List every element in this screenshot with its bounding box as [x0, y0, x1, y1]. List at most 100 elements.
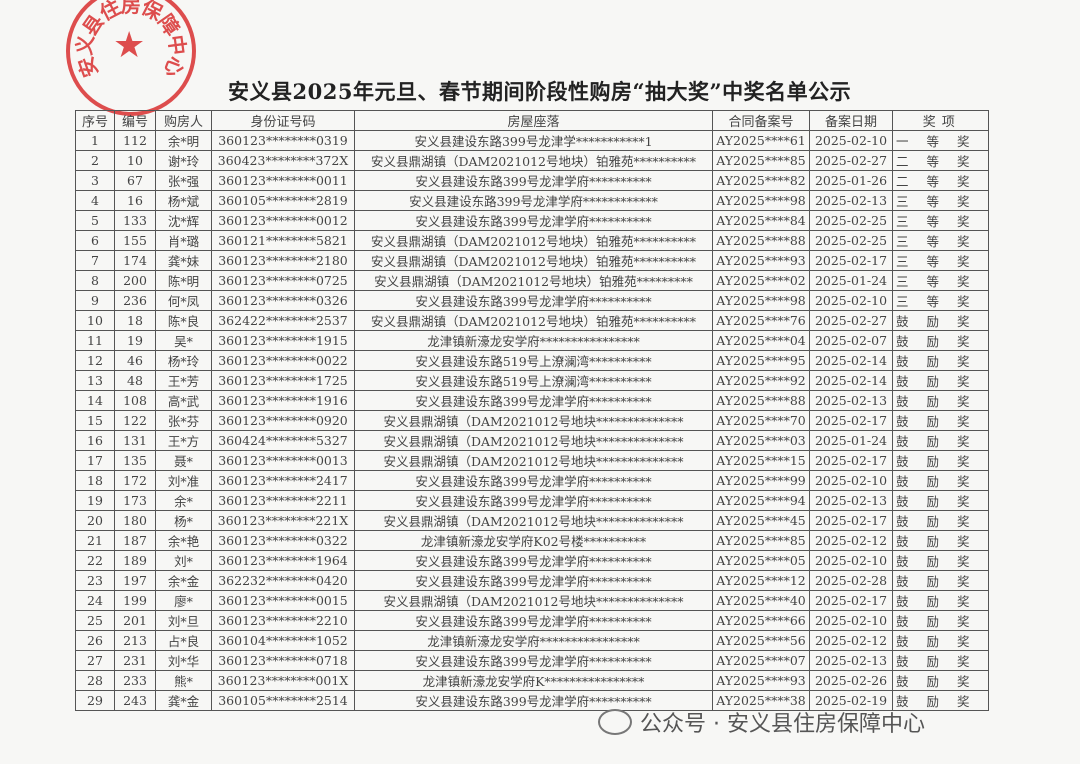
table-cell: 安义县建设东路399号龙津学府**********: [354, 610, 713, 631]
table-cell: 22: [75, 550, 115, 571]
table-cell: 2025-02-19: [809, 690, 893, 711]
table-cell: 安义县建设东路399号龙津学府**********: [354, 210, 713, 231]
table-cell: 2025-02-17: [809, 450, 893, 471]
table-cell: 2025-02-10: [809, 130, 893, 151]
table-cell: 2: [75, 150, 115, 171]
table-cell: 21: [75, 530, 115, 551]
table-cell: 360123********1964: [211, 550, 355, 571]
table-cell: 安义县鼎湖镇（DAM2021012号地块**************: [354, 450, 713, 471]
table-cell: 三等奖: [892, 250, 989, 271]
table-cell: 高*武: [155, 390, 212, 411]
footer-text: 公众号 · 安义县住房保障中心: [640, 712, 925, 737]
table-cell: 龙津镇新濠龙安学府K****************: [354, 670, 713, 691]
table-cell: 360123********1916: [211, 390, 355, 411]
table-cell: 173: [114, 490, 156, 511]
column-header: 编号: [114, 110, 156, 131]
table-cell: 360123********2211: [211, 490, 355, 511]
table-cell: 122: [114, 410, 156, 431]
table-cell: 安义县鼎湖镇（DAM2021012号地块**************: [354, 590, 713, 611]
table-cell: AY2025****45: [712, 510, 810, 531]
table-cell: AY2025****98: [712, 190, 810, 211]
table-cell: 360123********0718: [211, 650, 355, 671]
table-cell: 安义县鼎湖镇（DAM2021012号地块**************: [354, 430, 713, 451]
table-cell: 王*方: [155, 430, 212, 451]
table-cell: AY2025****70: [712, 410, 810, 431]
table-row: 11 19 吴* 360123********1915 龙津镇新濠龙安学府*******…: [75, 330, 989, 351]
table-cell: 360424********5327: [211, 430, 355, 451]
table-cell: 王*芳: [155, 370, 212, 391]
table-cell: 熊*: [155, 670, 212, 691]
table-cell: 鼓励奖: [892, 650, 989, 671]
table-cell: AY2025****99: [712, 470, 810, 491]
table-cell: 24: [75, 590, 115, 611]
table-cell: 25: [75, 610, 115, 631]
table-cell: 鼓励奖: [892, 510, 989, 531]
table-cell: 2025-02-13: [809, 650, 893, 671]
table-cell: 201: [114, 610, 156, 631]
table-cell: 鼓励奖: [892, 670, 989, 691]
table-cell: 杨*玲: [155, 350, 212, 371]
table-cell: 余*明: [155, 130, 212, 151]
table-cell: 27: [75, 650, 115, 671]
table-cell: 2025-02-17: [809, 590, 893, 611]
table-cell: 鼓励奖: [892, 530, 989, 551]
table-cell: 刘*华: [155, 650, 212, 671]
table-row: 18 172 刘*准 360123********2417 安义县建设东路399号龙津学…: [75, 470, 989, 491]
table-cell: 龙津镇新濠龙安学府K02号楼**********: [354, 530, 713, 551]
table-cell: 2025-01-26: [809, 170, 893, 191]
table-cell: 360123********2210: [211, 610, 355, 631]
table-cell: 谢*玲: [155, 150, 212, 171]
table-cell: 23: [75, 570, 115, 591]
table-cell: 362232********0420: [211, 570, 355, 591]
table-cell: AY2025****85: [712, 150, 810, 171]
seal-text: 安义县住房保障中心: [72, 0, 190, 81]
table-cell: 28: [75, 670, 115, 691]
table-cell: 安义县鼎湖镇（DAM2021012号地块**************: [354, 410, 713, 431]
table-cell: AY2025****04: [712, 330, 810, 351]
table-cell: 刘*准: [155, 470, 212, 491]
table-cell: AY2025****85: [712, 530, 810, 551]
table-cell: 362422********2537: [211, 310, 355, 331]
table-cell: 安义县建设东路399号龙津学府**********: [354, 470, 713, 491]
table-cell: 360123********0920: [211, 410, 355, 431]
table-cell: AY2025****93: [712, 670, 810, 691]
table-cell: 236: [114, 290, 156, 311]
table-cell: 360123********0012: [211, 210, 355, 231]
table-cell: 29: [75, 690, 115, 711]
table-cell: 鼓励奖: [892, 430, 989, 451]
table-cell: 2025-01-24: [809, 430, 893, 451]
table-cell: 安义县鼎湖镇（DAM2021012号地块**************: [354, 510, 713, 531]
table-row: 4 16 杨*斌 360105********2819 安义县建设东路399号龙津学府*…: [75, 190, 989, 211]
table-cell: AY2025****38: [712, 690, 810, 711]
table-cell: 2025-02-28: [809, 570, 893, 591]
table-cell: 鼓励奖: [892, 550, 989, 571]
table-row: 3 67 张*强 360123********0011 安义县建设东路399号龙津学府*…: [75, 170, 989, 191]
table-row: 28 233 熊* 360123********001X 龙津镇新濠龙安学府K*****…: [75, 670, 989, 691]
table-cell: 三等奖: [892, 230, 989, 251]
table-cell: AY2025****95: [712, 350, 810, 371]
table-cell: 鼓励奖: [892, 690, 989, 711]
table-cell: AY2025****66: [712, 610, 810, 631]
table-cell: AY2025****84: [712, 210, 810, 231]
table-cell: 廖*: [155, 590, 212, 611]
table-cell: 鼓励奖: [892, 390, 989, 411]
table-row: 8 200 陈*明 360123********0725 安义县鼎湖镇（DAM20210…: [75, 270, 989, 291]
table-cell: AY2025****93: [712, 250, 810, 271]
table-row: 19 173 余* 360123********2211 安义县建设东路399号龙津学府…: [75, 490, 989, 511]
table-cell: 8: [75, 270, 115, 291]
table-cell: 占*良: [155, 630, 212, 651]
table-cell: 二等奖: [892, 170, 989, 191]
official-seal: 安义县住房保障中心 ★: [66, 0, 196, 116]
table-cell: 二等奖: [892, 150, 989, 171]
table-cell: 2025-02-25: [809, 230, 893, 251]
footer-watermark: 公众号 · 安义县住房保障中心: [598, 706, 925, 738]
table-cell: 2025-02-26: [809, 670, 893, 691]
table-cell: 6: [75, 230, 115, 251]
table-cell: 安义县建设东路399号龙津学府**********: [354, 570, 713, 591]
table-cell: 何*凤: [155, 290, 212, 311]
table-cell: AY2025****88: [712, 230, 810, 251]
table-cell: 360123********2180: [211, 250, 355, 271]
table-cell: 2025-02-10: [809, 470, 893, 491]
table-cell: 龙津镇新濠龙安学府****************: [354, 330, 713, 351]
table-cell: 鼓励奖: [892, 410, 989, 431]
